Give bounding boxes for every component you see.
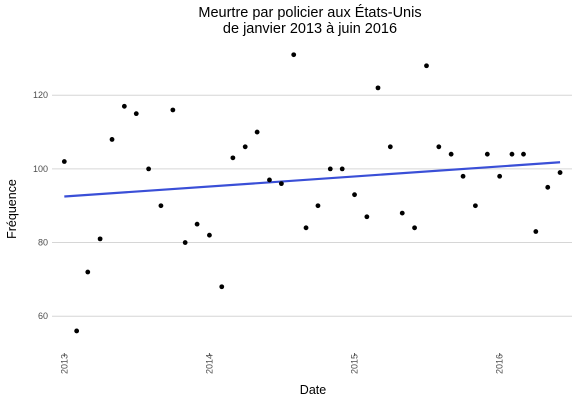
data-point	[109, 137, 115, 142]
data-point	[146, 166, 152, 172]
data-point	[484, 151, 490, 157]
data-point	[557, 170, 563, 175]
data-point	[315, 203, 321, 209]
chart-title-line-2: de janvier 2013 à juin 2016	[223, 21, 397, 37]
y-axis-label: Fréquence	[5, 179, 19, 239]
data-point	[133, 111, 139, 117]
data-point	[448, 151, 454, 157]
x-axis-label: Date	[300, 383, 326, 397]
x-axis-ticks: 2013 2014 2015 2016	[59, 353, 505, 374]
data-point	[74, 328, 80, 334]
data-point	[375, 85, 381, 91]
data-point	[158, 203, 164, 209]
trend-line-layer	[64, 161, 561, 198]
data-point	[472, 203, 478, 209]
data-point	[533, 229, 539, 234]
data-point	[207, 232, 212, 238]
data-point	[254, 129, 260, 135]
data-point	[545, 184, 551, 190]
trend-line	[64, 161, 561, 198]
data-point	[170, 107, 176, 113]
x-tick-label-2013: 2013	[59, 354, 69, 374]
data-point	[194, 221, 200, 227]
data-point	[399, 210, 405, 216]
data-point	[352, 192, 357, 198]
x-tick-label-2015: 2015	[350, 354, 360, 374]
x-tick-label-2014: 2014	[204, 354, 214, 374]
data-point	[521, 151, 526, 157]
data-point	[278, 181, 284, 187]
data-point	[424, 63, 429, 69]
data-point	[219, 284, 225, 290]
data-point	[339, 166, 345, 172]
data-point	[242, 144, 248, 150]
gridlines	[52, 94, 572, 317]
data-point	[412, 225, 417, 231]
x-tick-label-2016: 2016	[495, 354, 505, 374]
chart-title-line-1: Meurtre par policier aux États-Unis	[198, 4, 421, 21]
data-point	[387, 144, 393, 150]
y-tick-label-120: 120	[33, 90, 48, 100]
data-point	[182, 240, 188, 245]
data-point	[97, 236, 103, 242]
data-point	[230, 155, 236, 161]
data-point	[61, 159, 67, 164]
data-point	[303, 225, 309, 231]
data-point	[327, 166, 333, 172]
y-tick-label-80: 80	[38, 238, 48, 248]
data-point	[460, 173, 466, 179]
data-point	[364, 214, 370, 220]
data-point	[85, 269, 91, 275]
y-axis-ticks: 60 80 100 120	[33, 90, 48, 321]
data-point	[497, 173, 503, 179]
y-tick-label-100: 100	[33, 164, 48, 174]
data-point	[267, 177, 272, 183]
data-point	[291, 52, 297, 58]
data-points	[61, 52, 563, 334]
data-point	[121, 103, 127, 109]
y-tick-label-60: 60	[38, 311, 48, 321]
data-point	[509, 151, 515, 157]
data-point	[436, 144, 442, 150]
